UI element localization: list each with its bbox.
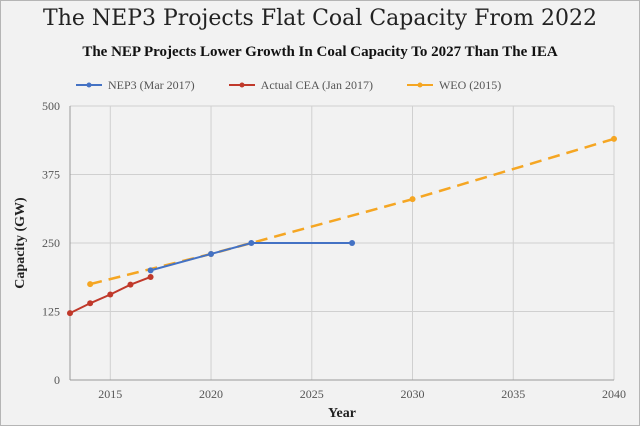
chart-title: The NEP3 Projects Flat Coal Capacity Fro… [43,6,597,31]
legend-label: NEP3 (Mar 2017) [108,77,195,92]
data-point-actual-cea-jan-2017 [67,310,73,317]
data-point-actual-cea-jan-2017 [107,291,114,298]
x-tick-label: 2025 [300,387,324,401]
y-tick-label: 250 [42,236,60,250]
legend-swatch [76,82,102,88]
legend-item-nep3-mar-2017: NEP3 (Mar 2017) [76,77,195,93]
y-tick-label: 125 [42,305,60,319]
legend-item-actual-cea-jan-2017: Actual CEA (Jan 2017) [228,77,373,93]
y-tick-label: 375 [42,168,60,182]
series-line-weo-2015 [89,137,615,286]
legend-swatch [228,82,255,88]
y-tick-label: 500 [42,99,60,113]
data-point-weo-2015 [611,135,617,142]
legend-swatch [406,82,433,88]
legend-label: Actual CEA (Jan 2017) [260,77,373,92]
x-tick-label: 2035 [501,387,525,401]
chart-subtitle: The NEP Projects Lower Growth In Coal Ca… [82,44,558,60]
data-point-nep3-mar-2017 [349,240,356,246]
data-point-weo-2015 [409,196,416,203]
legend-marker [239,82,245,88]
data-point-nep3-mar-2017 [147,267,154,274]
x-axis-title: Year [328,406,356,421]
x-tick-label: 2020 [199,387,223,401]
data-point-actual-cea-jan-2017 [127,281,134,288]
x-tick-label: 2030 [401,387,425,401]
legend-marker [86,82,92,88]
x-tick-label: 2040 [602,387,626,401]
legend-marker [417,82,423,88]
data-point-actual-cea-jan-2017 [147,273,154,280]
series-line-nep3-mar-2017 [150,242,353,272]
x-tick-label: 2015 [98,387,122,401]
data-point-nep3-mar-2017 [248,240,255,246]
y-axis-title: Capacity (GW) [13,197,28,289]
y-tick-label: 0 [54,373,60,387]
chart-legend: NEP3 (Mar 2017) Actual CEA (Jan 2017) WEO … [76,77,501,93]
data-point-nep3-mar-2017 [208,250,215,257]
data-point-actual-cea-jan-2017 [87,300,94,307]
data-point-weo-2015 [87,281,94,288]
legend-label: WEO (2015) [438,77,502,92]
legend-item-weo-2015: WEO (2015) [406,77,502,93]
